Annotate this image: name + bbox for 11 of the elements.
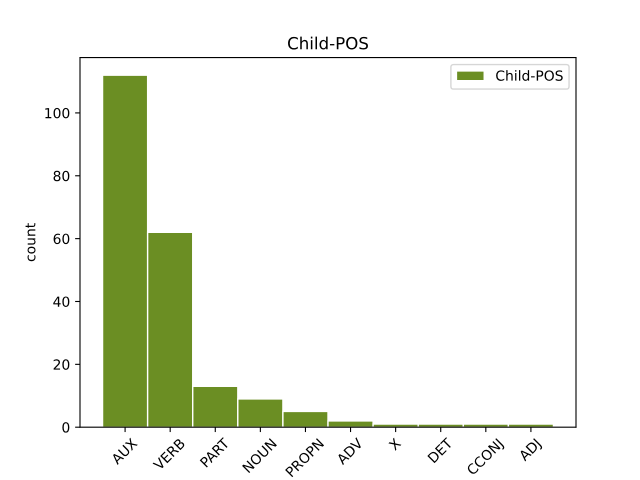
chart-title: Child-POS: [288, 36, 368, 50]
y-tick-label: 80: [54, 170, 70, 182]
y-tick-label: 100: [45, 108, 70, 118]
y-tick-label: 40: [53, 296, 70, 307]
x-tick-label: X: [388, 438, 402, 451]
y-tick-label: 20: [54, 359, 70, 370]
x-tick-label: ADJ: [518, 438, 544, 464]
y-tick-label: 0: [62, 422, 70, 433]
y-axis-title: count: [26, 223, 36, 262]
legend-label: Child-POS: [496, 70, 563, 81]
y-tick-label: 60: [54, 234, 70, 244]
